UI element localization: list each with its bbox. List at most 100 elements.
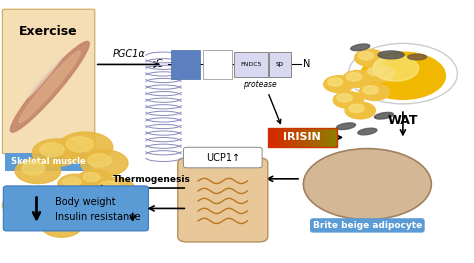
Bar <box>288 128 291 147</box>
Bar <box>268 128 270 147</box>
Text: PGC1α: PGC1α <box>112 49 146 59</box>
Circle shape <box>333 92 364 108</box>
Bar <box>304 128 307 147</box>
Text: Exercise: Exercise <box>19 25 78 38</box>
Circle shape <box>88 154 111 167</box>
Circle shape <box>73 203 117 228</box>
Circle shape <box>22 162 45 175</box>
FancyBboxPatch shape <box>183 147 262 168</box>
Text: sp: sp <box>276 62 284 67</box>
Bar <box>325 128 328 147</box>
FancyBboxPatch shape <box>3 186 148 231</box>
Circle shape <box>324 76 354 93</box>
Circle shape <box>328 78 343 86</box>
Bar <box>302 128 304 147</box>
Ellipse shape <box>10 42 89 132</box>
Bar <box>311 128 314 147</box>
Circle shape <box>358 52 374 60</box>
Circle shape <box>42 215 82 237</box>
Bar <box>5 153 92 171</box>
Circle shape <box>355 49 385 66</box>
Circle shape <box>15 158 61 184</box>
Bar <box>274 128 277 147</box>
Bar <box>300 128 302 147</box>
Ellipse shape <box>27 55 63 98</box>
Circle shape <box>359 84 390 100</box>
Circle shape <box>81 150 128 176</box>
Bar <box>332 128 334 147</box>
Bar <box>330 128 332 147</box>
Ellipse shape <box>19 51 81 123</box>
Circle shape <box>345 102 375 119</box>
Bar <box>277 128 279 147</box>
Circle shape <box>83 173 100 181</box>
Bar <box>286 128 288 147</box>
Bar <box>320 128 323 147</box>
Circle shape <box>66 136 93 152</box>
Circle shape <box>303 149 431 220</box>
Bar <box>279 128 282 147</box>
Ellipse shape <box>408 54 427 60</box>
Text: Thermogenesis: Thermogenesis <box>113 175 191 184</box>
Bar <box>323 128 325 147</box>
Circle shape <box>360 52 446 99</box>
FancyBboxPatch shape <box>178 158 268 242</box>
FancyBboxPatch shape <box>2 9 95 154</box>
Circle shape <box>40 143 64 157</box>
Bar <box>291 128 293 147</box>
Circle shape <box>2 191 55 220</box>
Circle shape <box>337 94 352 102</box>
Bar <box>314 128 316 147</box>
Bar <box>293 128 295 147</box>
Bar <box>171 50 200 79</box>
Bar <box>318 128 320 147</box>
Bar <box>334 128 337 147</box>
Bar <box>295 128 298 147</box>
Circle shape <box>346 73 362 81</box>
Text: IRISIN: IRISIN <box>283 132 321 143</box>
Bar <box>298 128 300 147</box>
Text: Body weight: Body weight <box>55 197 115 207</box>
Circle shape <box>363 86 378 94</box>
Bar <box>273 128 274 147</box>
Ellipse shape <box>337 123 356 130</box>
Circle shape <box>348 43 457 104</box>
Bar <box>284 128 286 147</box>
Bar <box>307 128 309 147</box>
Circle shape <box>364 65 394 82</box>
Circle shape <box>32 139 82 166</box>
Bar <box>203 50 232 79</box>
Circle shape <box>99 181 120 193</box>
Circle shape <box>79 207 101 219</box>
Circle shape <box>78 170 111 188</box>
FancyBboxPatch shape <box>269 52 291 77</box>
Text: Skeletal muscle: Skeletal muscle <box>11 157 86 166</box>
Text: UCP1↑: UCP1↑ <box>206 153 240 163</box>
Text: FNDC5: FNDC5 <box>240 62 262 67</box>
Bar <box>282 128 284 147</box>
Circle shape <box>48 219 68 230</box>
Text: Insulin resistance: Insulin resistance <box>55 211 140 222</box>
Circle shape <box>63 177 81 187</box>
Ellipse shape <box>378 51 404 59</box>
Bar <box>328 128 329 147</box>
FancyBboxPatch shape <box>234 52 268 77</box>
Text: C: C <box>156 59 163 69</box>
Text: N: N <box>303 59 311 69</box>
Bar <box>316 128 318 147</box>
Circle shape <box>92 178 135 201</box>
Bar <box>270 128 273 147</box>
Ellipse shape <box>374 112 393 119</box>
Text: Brite beige adipocyte: Brite beige adipocyte <box>313 221 422 230</box>
Circle shape <box>58 174 94 194</box>
Text: Unknown
protease: Unknown protease <box>242 70 277 89</box>
Circle shape <box>10 195 36 209</box>
Circle shape <box>343 70 373 87</box>
Circle shape <box>368 67 383 76</box>
Circle shape <box>349 104 364 113</box>
Ellipse shape <box>351 44 370 51</box>
Text: WAT: WAT <box>388 114 418 127</box>
Circle shape <box>373 56 419 81</box>
Bar <box>268 128 337 147</box>
Ellipse shape <box>358 128 377 135</box>
